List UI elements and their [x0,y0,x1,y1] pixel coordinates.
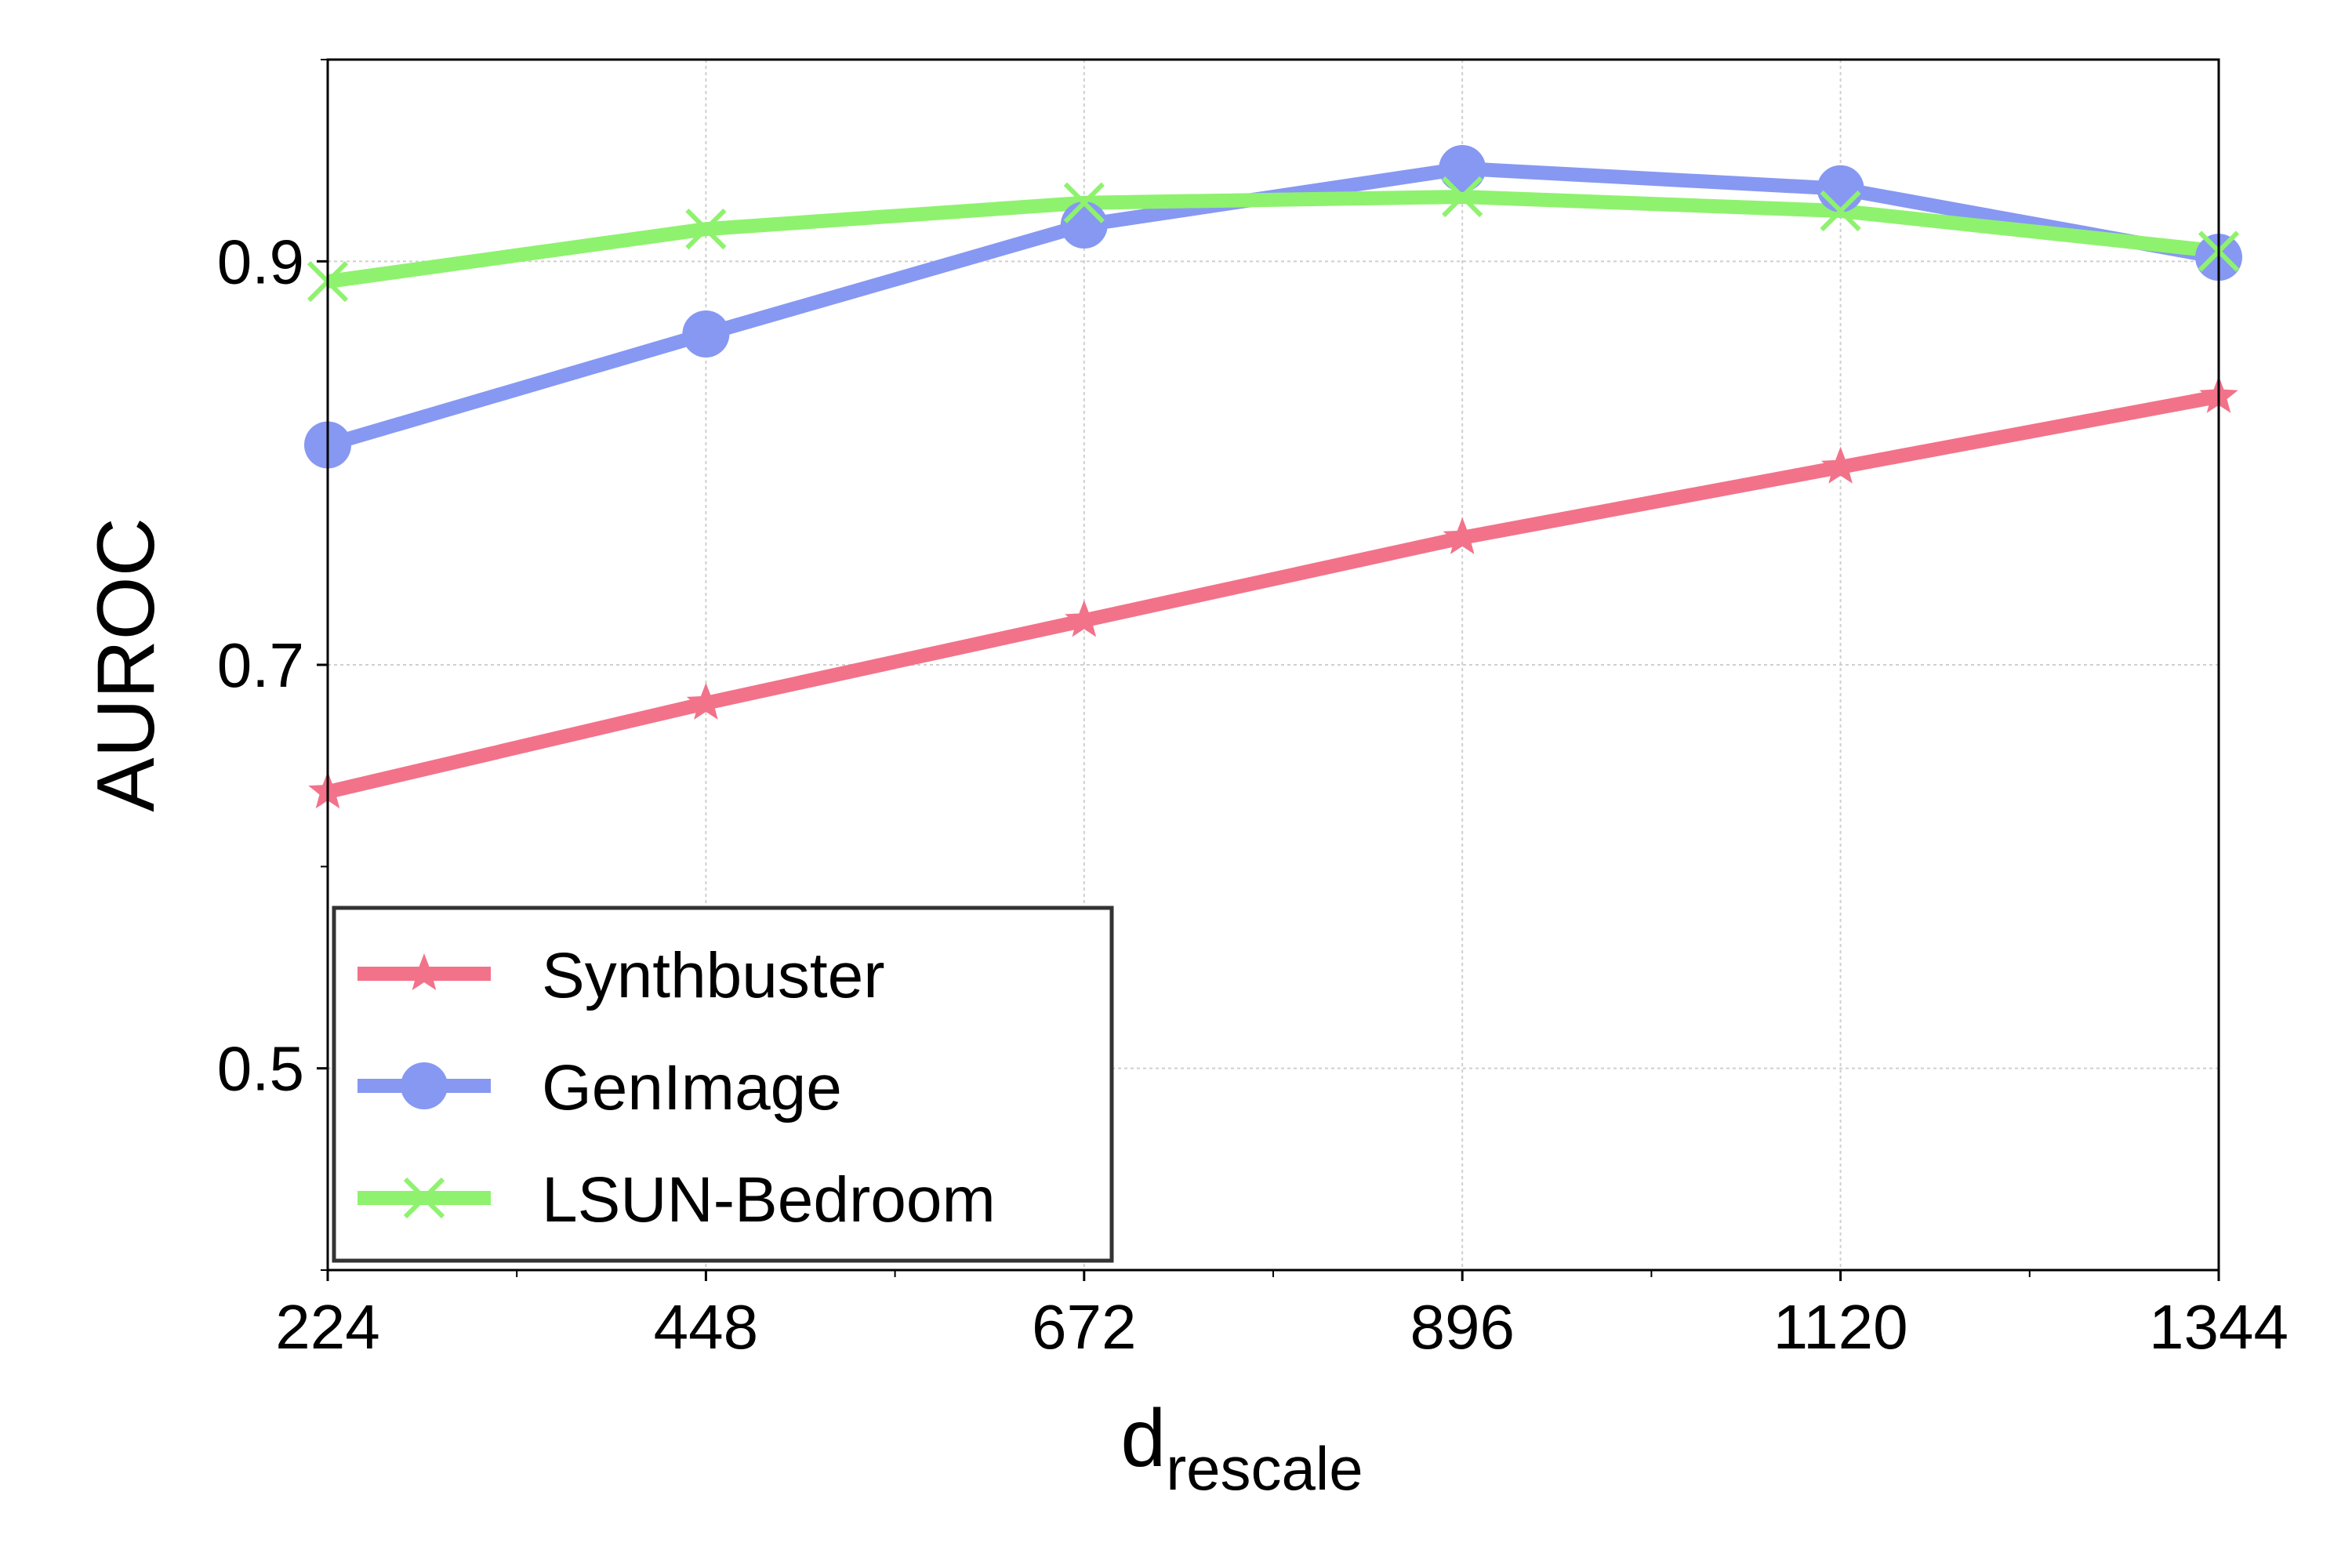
series-line-synthbuster [325,389,2220,799]
data-point-genimage [1439,144,1486,192]
x-axis-label-subscript: rescale [1166,1434,1363,1503]
legend-label-lsun-bedroom: LSUN-Bedroom [542,1164,996,1236]
plot-frame [326,58,2220,1272]
data-point-genimage [682,310,730,358]
data-point-synthbuster [686,682,726,720]
data-point-synthbuster [1820,446,1860,484]
legend-marker-genimage [401,1062,448,1109]
legend-label-synthbuster: Synthbuster [542,940,885,1011]
series-line-lsun-bedroom [326,190,2220,289]
data-point-genimage [1817,165,1864,212]
tick-labels: 224 448 672 896 1120 1344 0.5 0.7 0.9 [217,227,2288,1362]
data-point-lsun-bedroom [685,209,727,250]
legend-marker-synthbuster [405,953,444,990]
data-point-synthbuster [1443,517,1482,554]
legend-label-genimage: GenImage [542,1052,842,1123]
x-tick-label: 672 [1032,1292,1136,1362]
x-tick-label: 448 [654,1292,758,1362]
y-tick-label: 0.7 [217,630,304,700]
legend-marker-lsun-bedroom [403,1177,445,1219]
data-point-lsun-bedroom [1442,176,1483,218]
x-tick-label: 1344 [2149,1292,2288,1362]
x-tick-label: 1120 [1773,1292,1908,1362]
data-point-synthbuster [1065,600,1104,637]
data-point-genimage [1060,201,1108,249]
x-tick-label: 896 [1410,1292,1514,1362]
series-lines [325,162,2220,799]
y-axis-label: AUROC [81,517,172,812]
legend: Synthbuster GenImage LSUN-Bedroom [332,906,1114,1263]
y-tick-label: 0.9 [217,227,304,296]
data-point-lsun-bedroom [1063,182,1105,223]
x-tick-label: 224 [275,1292,379,1362]
data-point-lsun-bedroom [1820,190,1861,232]
x-axis-label-main: d [1120,1393,1166,1484]
x-axis-label: drescale [1120,1393,1363,1503]
y-tick-label: 0.5 [217,1034,304,1104]
